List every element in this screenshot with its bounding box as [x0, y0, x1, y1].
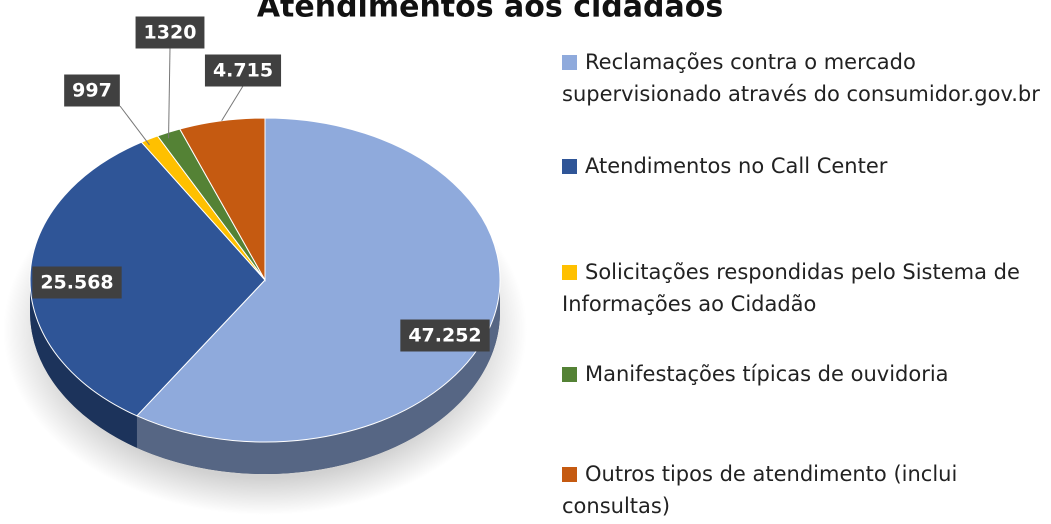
- legend-swatch: [562, 159, 577, 174]
- legend-entry: Reclamações contra o mercado supervision…: [562, 46, 1042, 110]
- data-label: 1320: [144, 22, 197, 44]
- legend-entry: Atendimentos no Call Center: [562, 150, 1042, 182]
- pie-slice: [29, 141, 266, 417]
- pie-slice: [136, 117, 501, 443]
- data-label-box: [400, 319, 490, 352]
- legend-swatch: [562, 467, 577, 482]
- legend-label: Reclamações contra o mercado supervision…: [562, 50, 1040, 106]
- pie-slice: [179, 117, 266, 282]
- legend-entry: Manifestações típicas de ouvidoria: [562, 358, 1042, 390]
- chart-title: Atendimentos aos cidadãos: [257, 0, 723, 25]
- leader-line: [119, 105, 150, 146]
- data-label: 997: [72, 80, 112, 102]
- legend-label: Solicitações respondidas pelo Sistema de…: [562, 260, 1020, 316]
- data-label: 4.715: [213, 60, 273, 82]
- slice-side: [136, 280, 500, 474]
- legend-entry: Outros tipos de atendimento (inclui cons…: [562, 458, 1042, 522]
- legend-swatch: [562, 265, 577, 280]
- data-label-box: [32, 266, 122, 299]
- leader-line: [221, 85, 244, 122]
- data-label-box: [135, 16, 205, 49]
- data-label: 47.252: [408, 325, 481, 347]
- leader-line: [168, 47, 171, 139]
- legend-swatch: [562, 55, 577, 70]
- data-label-box: [204, 54, 282, 87]
- data-label: 25.568: [40, 272, 113, 294]
- legend-label: Manifestações típicas de ouvidoria: [585, 362, 949, 386]
- slice-side: [30, 280, 137, 448]
- legend-label: Outros tipos de atendimento (inclui cons…: [562, 462, 958, 518]
- legend-entry: Solicitações respondidas pelo Sistema de…: [562, 256, 1042, 320]
- legend-swatch: [562, 367, 577, 382]
- data-label-box: [64, 74, 120, 107]
- legend-label: Atendimentos no Call Center: [585, 154, 888, 178]
